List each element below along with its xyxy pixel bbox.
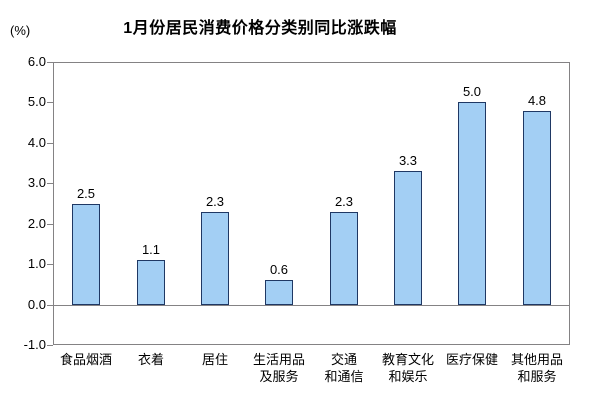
x-category-label: 居住	[201, 352, 228, 367]
bar	[201, 212, 229, 305]
y-axis-unit-label: (%)	[10, 23, 31, 38]
x-category-label: 教育文化 和娱乐	[381, 352, 434, 384]
y-tick-mark	[47, 102, 53, 103]
bar-value-label: 4.8	[527, 93, 547, 108]
bar-value-label: 0.6	[269, 262, 289, 277]
y-tick-label: -1.0	[23, 337, 46, 352]
y-tick-label: 3.0	[27, 175, 46, 190]
y-tick-mark	[47, 224, 53, 225]
bar	[72, 204, 100, 305]
bar-value-label: 3.3	[398, 153, 418, 168]
y-tick-label: 6.0	[27, 54, 46, 69]
bar-value-label: 1.1	[141, 242, 161, 257]
y-tick-mark	[47, 305, 53, 306]
bar-value-label: 2.3	[334, 194, 354, 209]
bar-value-label: 2.3	[205, 194, 225, 209]
y-tick-label: 0.0	[27, 297, 46, 312]
bar	[265, 280, 293, 305]
bar	[137, 260, 165, 305]
y-tick-label: 2.0	[27, 216, 46, 231]
bar-value-label: 5.0	[462, 84, 482, 99]
y-tick-mark	[47, 143, 53, 144]
x-category-label: 医疗保健	[445, 352, 498, 367]
x-category-label: 衣着	[137, 352, 164, 367]
x-category-label: 其他用品 和服务	[510, 352, 563, 384]
chart-title: 1月份居民消费价格分类别同比涨跌幅	[123, 20, 397, 37]
bar	[394, 171, 422, 305]
bar	[523, 111, 551, 305]
bar-value-label: 2.5	[76, 186, 96, 201]
bar	[458, 102, 486, 305]
y-tick-label: 5.0	[27, 94, 46, 109]
x-category-label: 交通 和通信	[324, 352, 364, 384]
y-tick-mark	[47, 62, 53, 63]
zero-axis-line	[54, 305, 569, 306]
x-category-label: 食品烟酒	[59, 352, 112, 367]
y-tick-mark	[47, 264, 53, 265]
y-tick-label: 4.0	[27, 135, 46, 150]
y-tick-label: 1.0	[27, 256, 46, 271]
y-tick-mark	[47, 183, 53, 184]
y-tick-mark	[47, 345, 53, 346]
x-category-label: 生活用品 及服务	[252, 352, 305, 384]
bar	[330, 212, 358, 305]
